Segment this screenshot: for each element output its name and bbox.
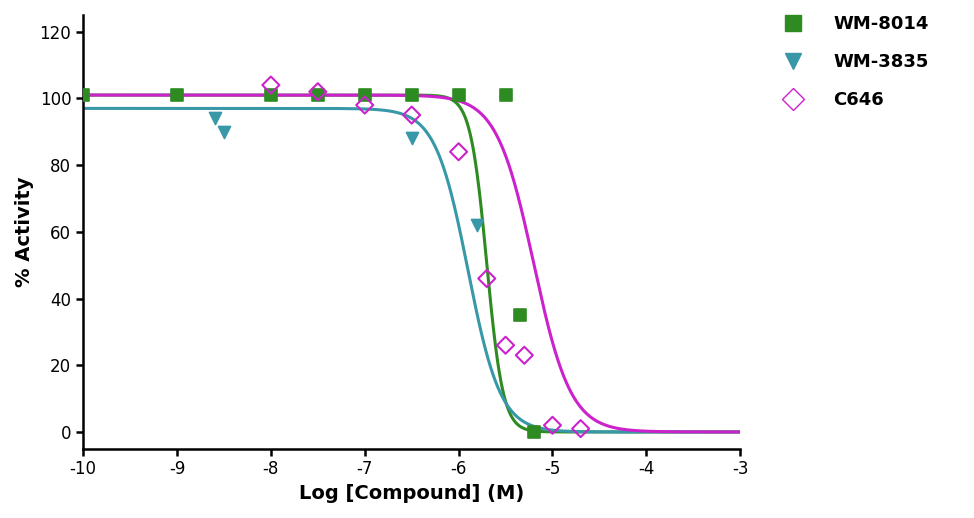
Point bbox=[75, 91, 91, 99]
Point bbox=[310, 91, 325, 99]
Point bbox=[526, 428, 542, 436]
Point bbox=[498, 341, 513, 349]
Point bbox=[469, 221, 485, 229]
Point bbox=[404, 91, 420, 99]
Point bbox=[216, 127, 232, 136]
Point bbox=[451, 148, 467, 156]
Point bbox=[404, 134, 420, 142]
Point bbox=[356, 101, 372, 109]
Point bbox=[512, 311, 528, 320]
Point bbox=[544, 421, 560, 429]
Legend: WM-8014, WM-3835, C646: WM-8014, WM-3835, C646 bbox=[775, 16, 928, 109]
Point bbox=[573, 424, 588, 433]
Y-axis label: % Activity: % Activity bbox=[15, 177, 34, 287]
Point bbox=[404, 111, 420, 119]
Point bbox=[479, 275, 495, 283]
Point bbox=[169, 91, 185, 99]
Point bbox=[206, 114, 222, 123]
Point bbox=[516, 351, 532, 359]
Point bbox=[310, 88, 325, 96]
Point bbox=[263, 91, 279, 99]
Point bbox=[356, 91, 372, 99]
X-axis label: Log [Compound] (M): Log [Compound] (M) bbox=[299, 484, 524, 503]
Point bbox=[263, 81, 279, 89]
Point bbox=[498, 91, 513, 99]
Point bbox=[451, 91, 467, 99]
